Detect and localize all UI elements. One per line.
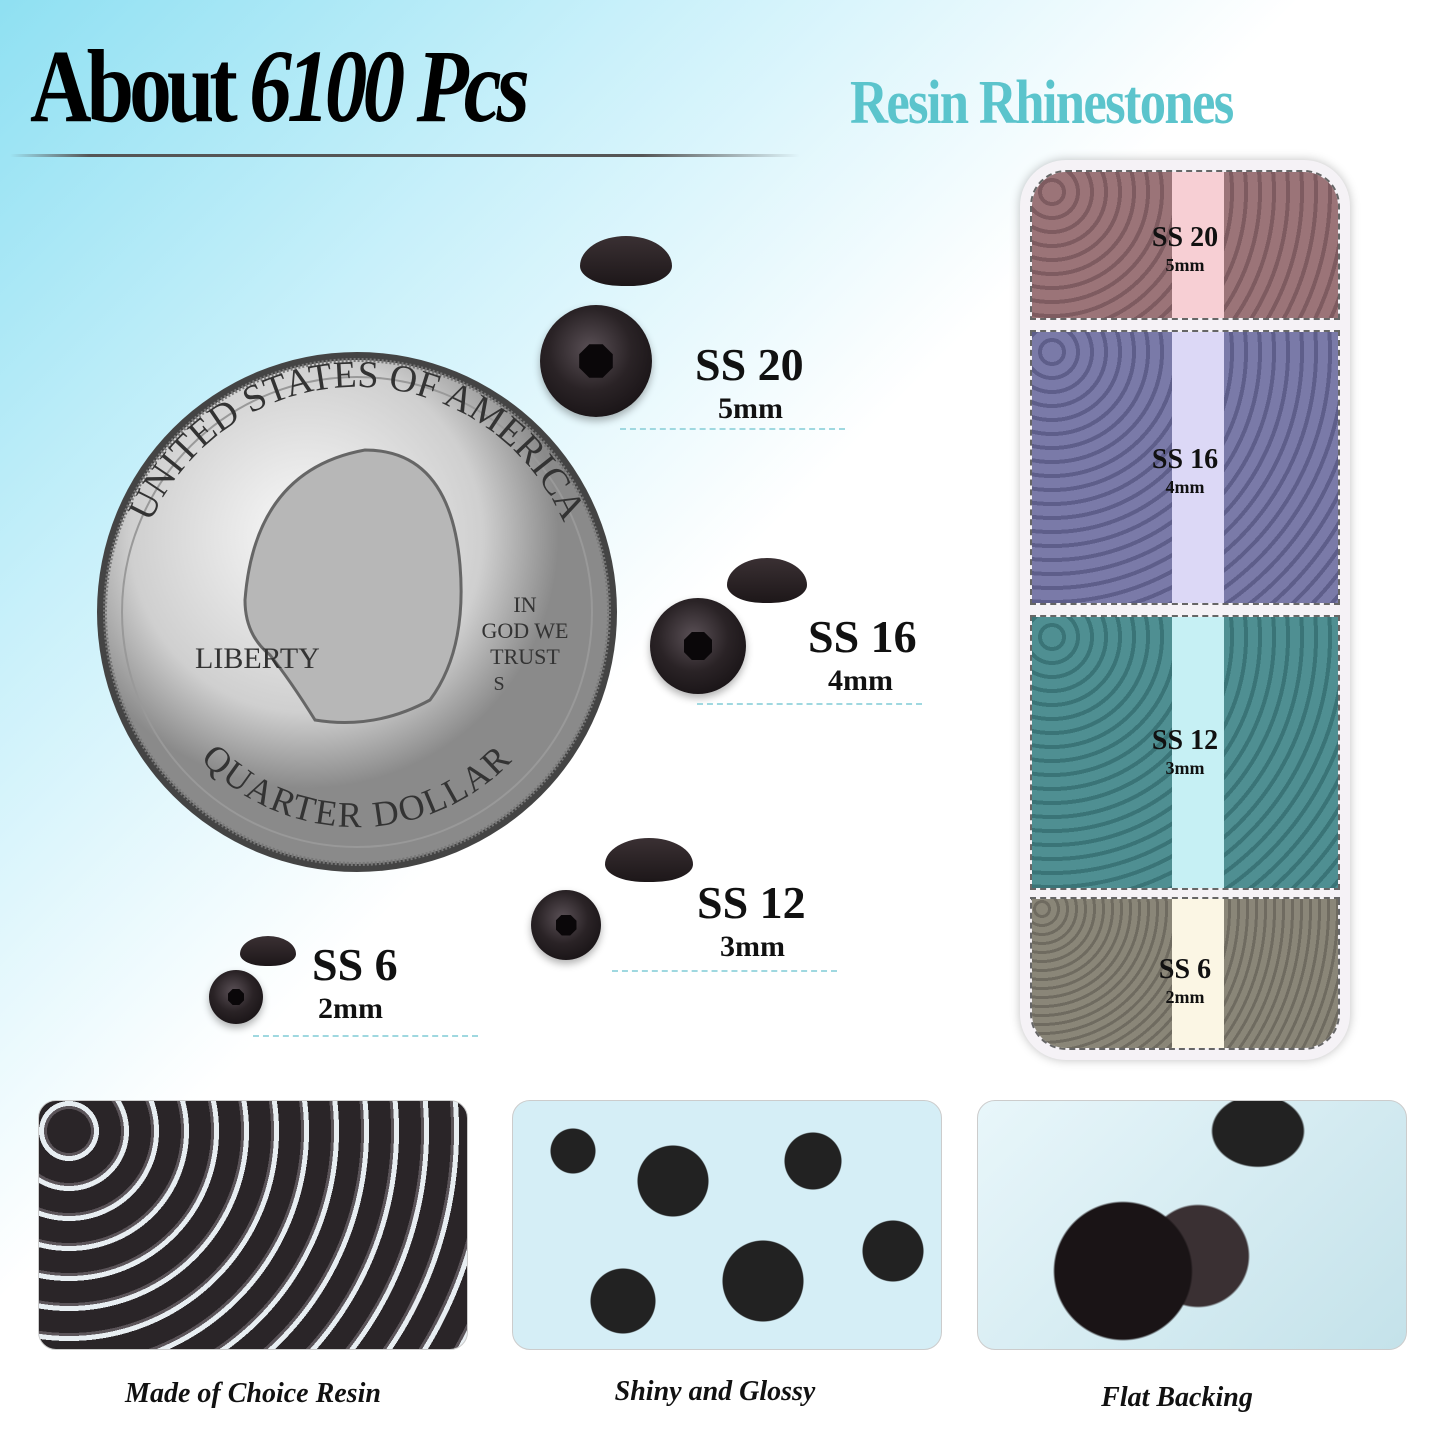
compartment-ss16: SS 16 4mm [1030,330,1340,605]
size-label: SS 6 [312,939,398,990]
compartment-label: SS 6 [1158,954,1212,985]
compartment-label: SS 16 [1151,444,1219,475]
coin-mint-mark: S [493,673,504,695]
washington-profile [243,448,463,724]
coin-motto: IN [513,592,536,617]
compartment-label: SS 12 [1151,725,1219,756]
compartment-ss6: SS 6 2mm [1030,897,1340,1050]
stone-side-view [727,558,807,603]
compartment-mm: 5mm [1165,255,1205,275]
coin-liberty: LIBERTY [195,642,320,675]
divider [10,154,800,157]
headline-count: 6100 Pcs [249,29,530,144]
size-label: SS 12 [697,877,806,928]
feature-image-flat-back [977,1100,1407,1350]
stone-ss16 [650,598,746,694]
stone-ss20 [540,305,652,417]
compartment-label: SS 20 [1151,222,1219,253]
stone-side-view [240,936,296,966]
compartment-mm: 3mm [1165,758,1205,778]
feature-image-resin [38,1100,468,1350]
feature-caption: Made of Choice Resin [125,1378,381,1409]
stone-ss6 [209,970,263,1024]
subtitle: Resin Rhinestones [850,69,1234,137]
feature-caption: Flat Backing [1101,1382,1253,1413]
size-mm: 5mm [718,392,783,425]
stone-ss12 [531,890,601,960]
size-mm: 3mm [720,930,785,963]
headline: About 6100 Pcs [30,35,530,139]
storage-box: SS 20 5mm SS 16 4mm SS 12 3mm SS 6 2mm [1020,160,1350,1060]
stone-side-view [580,236,672,286]
size-mm: 4mm [828,664,893,697]
compartment-mm: 2mm [1165,987,1205,1007]
size-label: SS 20 [695,339,804,390]
coin-motto: GOD WE [482,618,569,643]
divider [612,970,837,972]
quarter-coin: UNITED STATES OF AMERICA QUARTER DOLLAR … [97,352,617,872]
feature-image-glossy [512,1100,942,1350]
compartment-mm: 4mm [1165,477,1205,497]
compartment-ss20: SS 20 5mm [1030,170,1340,320]
divider [253,1035,478,1037]
compartment-ss12: SS 12 3mm [1030,615,1340,890]
size-label: SS 16 [808,611,917,662]
feature-caption: Shiny and Glossy [614,1376,816,1407]
coin-motto: TRUST [490,644,560,669]
divider [697,703,922,705]
divider [620,428,845,430]
stone-side-view [605,838,693,882]
headline-prefix: About [30,29,250,144]
size-mm: 2mm [318,992,383,1025]
